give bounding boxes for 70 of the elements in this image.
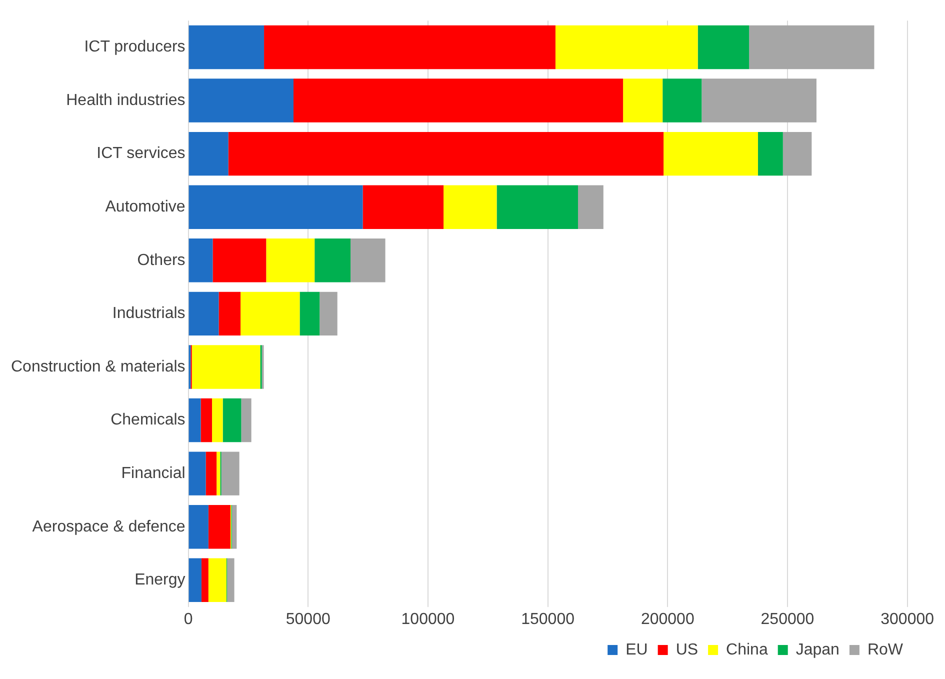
y-tick-label: Health industries [66,92,186,109]
bar [662,78,702,122]
bar [266,238,315,282]
bar [232,505,237,549]
bar [749,25,874,70]
legend-label: RoW [867,641,904,658]
legend-label: China [726,641,768,658]
bar [188,505,208,549]
y-tick-label: Aerospace & defence [32,518,186,536]
bar [201,558,208,602]
bar [444,185,497,229]
y-tick-label: Chemicals [110,412,186,429]
y-tick-label: Automotive [105,198,186,216]
bar [702,78,816,122]
bar [188,558,202,602]
bar [188,132,228,176]
bar [264,25,556,70]
bar [314,238,351,282]
bar [664,132,758,176]
bar [216,452,220,496]
y-tick-label: Energy [134,572,186,589]
bar [496,185,578,229]
legend-label: EU [626,641,648,658]
bar [294,78,624,122]
bar [228,132,664,176]
bar [200,398,212,442]
bar [188,292,219,336]
bar [208,505,230,549]
y-tick-label: Others [137,252,186,269]
bar [578,185,604,229]
bar [212,398,223,442]
bar [192,345,260,389]
bar [698,25,750,70]
legend-label: Japan [796,641,840,658]
x-tick-label: 100000 [401,610,455,628]
x-tick-label: 150000 [521,610,575,628]
bar [240,292,300,336]
bar [206,452,217,496]
bar [212,238,266,282]
bar [362,185,444,229]
y-tick-label: ICT services [96,145,186,162]
x-tick-label: 50000 [286,610,330,628]
bar [188,185,363,229]
bar [188,25,264,70]
y-tick-label: ICT producers [84,38,186,56]
bar [222,398,242,442]
bar [300,292,320,336]
bar [350,238,386,282]
x-tick-label: 200000 [640,610,694,628]
y-tick-label: Industrials [112,305,186,322]
bar [221,452,240,496]
y-tick-label: Financial [121,464,186,482]
bar [188,452,206,496]
bar [208,558,226,602]
bar [241,398,252,442]
bar [188,238,213,282]
legend-label: US [676,641,698,658]
bar [227,558,234,602]
x-tick-label: 0 [184,610,193,628]
bar [218,292,241,336]
bar [782,132,812,176]
bar [188,398,201,442]
x-tick-label: 300000 [880,610,934,628]
bar [555,25,698,70]
bar [320,292,338,336]
bar [623,78,663,122]
x-tick-label: 250000 [760,610,814,628]
y-tick-label: Construction & materials [10,358,186,376]
bar [188,78,294,122]
bar [758,132,783,176]
